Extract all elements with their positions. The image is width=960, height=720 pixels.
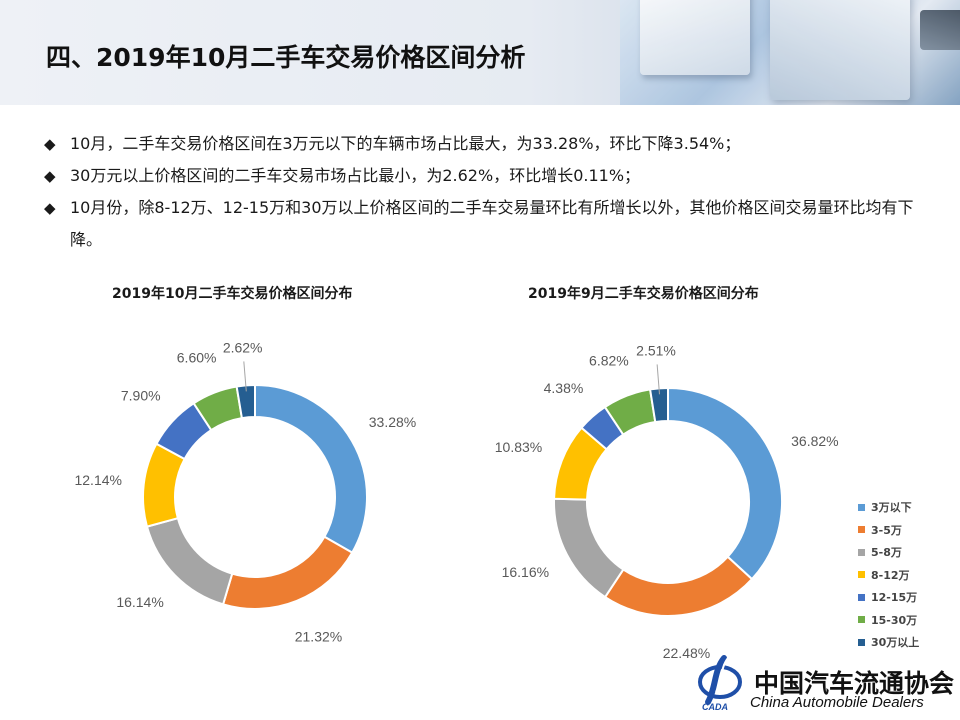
bullet-diamond-icon: ◆ (44, 199, 56, 217)
bullet-item: ◆ 10月份，除8-12万、12-15万和30万以上价格区间的二手车交易量环比有… (44, 192, 934, 256)
legend-label: 5-8万 (871, 546, 902, 560)
legend-swatch (858, 526, 865, 534)
data-label: 10.83% (495, 439, 542, 455)
donut-slice (603, 555, 754, 617)
chart-legend: 3万以下 3-5万 5-8万 8-12万 12-15万 15-30万 30万以上 (858, 496, 919, 654)
bullet-diamond-icon: ◆ (44, 135, 56, 153)
data-label: 21.32% (295, 628, 342, 644)
donut-slice (221, 535, 354, 610)
legend-item: 3-5万 (858, 519, 919, 542)
decorative-cube (920, 10, 960, 50)
bullet-text: 10月，二手车交易价格区间在3万元以下的车辆市场占比最大，为33.28%，环比下… (70, 134, 741, 153)
chart-title-september: 2019年9月二手车交易价格区间分布 (528, 286, 759, 302)
legend-label: 12-15万 (871, 591, 918, 605)
legend-item: 30万以上 (858, 631, 919, 654)
bullet-item: ◆ 30万元以上价格区间的二手车交易市场占比最小，为2.62%，环比增长0.11… (44, 160, 934, 192)
leader-line (243, 361, 247, 392)
legend-label: 3万以下 (871, 501, 912, 515)
donut-chart: 36.82% 22.48% 16.16% 10.83% 4.38% 6.82% 2.51% (495, 342, 839, 660)
bullet-list: ◆ 10月，二手车交易价格区间在3万元以下的车辆市场占比最大，为33.28%，环… (44, 128, 934, 256)
legend-swatch (858, 616, 865, 624)
legend-item: 12-15万 (858, 586, 919, 609)
data-label: 16.16% (502, 564, 549, 580)
legend-swatch (858, 503, 865, 511)
data-label: 7.90% (121, 387, 161, 403)
legend-item: 15-30万 (858, 609, 919, 632)
legend-swatch (858, 593, 865, 601)
bullet-item: ◆ 10月，二手车交易价格区间在3万元以下的车辆市场占比最大，为33.28%，环… (44, 128, 934, 160)
logo-chinese-name: 中国汽车流通协会 (754, 669, 955, 698)
header-banner: 四、2019年10月二手车交易价格区间分析 (0, 0, 960, 105)
bullet-text: 30万元以上价格区间的二手车交易市场占比最小，为2.62%，环比增长0.11%； (70, 166, 641, 185)
data-label: 33.28% (369, 414, 416, 430)
donut-slice (667, 386, 783, 581)
data-label: 36.82% (791, 433, 838, 449)
donut-slice (254, 383, 368, 555)
header-decoration (620, 0, 960, 105)
legend-swatch (858, 548, 865, 556)
legend-item: 8-12万 (858, 564, 919, 587)
data-label: 22.48% (663, 645, 710, 661)
leader-line (656, 364, 660, 395)
data-label: 4.38% (544, 380, 584, 396)
data-label: 6.82% (589, 352, 629, 368)
data-label: 2.62% (223, 340, 263, 356)
legend-label: 8-12万 (871, 568, 910, 582)
donut-slice (553, 497, 625, 599)
legend-swatch (858, 571, 865, 579)
legend-label: 3-5万 (871, 523, 902, 537)
association-logo: CADA 中国汽车流通协会 China Automobile Dealers (694, 652, 956, 716)
chart-title-october: 2019年10月二手车交易价格区间分布 (112, 286, 353, 302)
donut-chart: 33.28% 21.32% 16.14% 12.14% 7.90% 6.60% 2.62% (74, 340, 416, 645)
page-title: 四、2019年10月二手车交易价格区间分析 (46, 43, 526, 72)
donut-slice (648, 386, 669, 424)
legend-label: 30万以上 (871, 636, 920, 650)
data-label: 6.60% (177, 349, 217, 365)
legend-item: 5-8万 (858, 541, 919, 564)
data-label: 12.14% (74, 472, 121, 488)
logo-english-name: China Automobile Dealers (750, 694, 924, 711)
donut-slice (235, 383, 256, 420)
data-label: 2.51% (636, 342, 676, 358)
decorative-cube (770, 0, 910, 100)
legend-label: 15-30万 (871, 613, 918, 627)
donut-slice (145, 516, 234, 606)
legend-item: 3万以下 (858, 496, 919, 519)
bullet-text: 10月份，除8-12万、12-15万和30万以上价格区间的二手车交易量环比有所增… (70, 198, 914, 249)
logo-mark-text: CADA (702, 702, 728, 712)
bullet-diamond-icon: ◆ (44, 167, 56, 185)
data-label: 16.14% (116, 594, 163, 610)
decorative-cube (640, 0, 750, 75)
cada-logo-icon: CADA (698, 655, 742, 712)
legend-swatch (858, 638, 865, 646)
